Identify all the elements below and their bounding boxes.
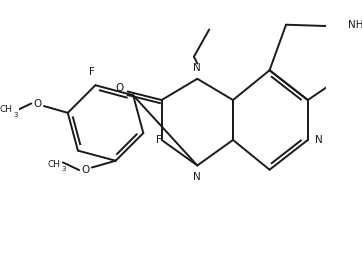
- Text: O: O: [115, 83, 123, 93]
- Text: N: N: [193, 63, 201, 73]
- Text: NH: NH: [348, 20, 362, 29]
- Text: N: N: [315, 135, 323, 145]
- Text: 3: 3: [62, 166, 66, 172]
- Text: F: F: [89, 67, 95, 77]
- Text: 3: 3: [14, 111, 18, 118]
- Text: O: O: [81, 165, 89, 175]
- Text: CH: CH: [47, 160, 60, 169]
- Text: CH: CH: [0, 105, 12, 114]
- Text: O: O: [33, 99, 41, 109]
- Text: N: N: [193, 172, 201, 181]
- Text: F: F: [156, 135, 161, 145]
